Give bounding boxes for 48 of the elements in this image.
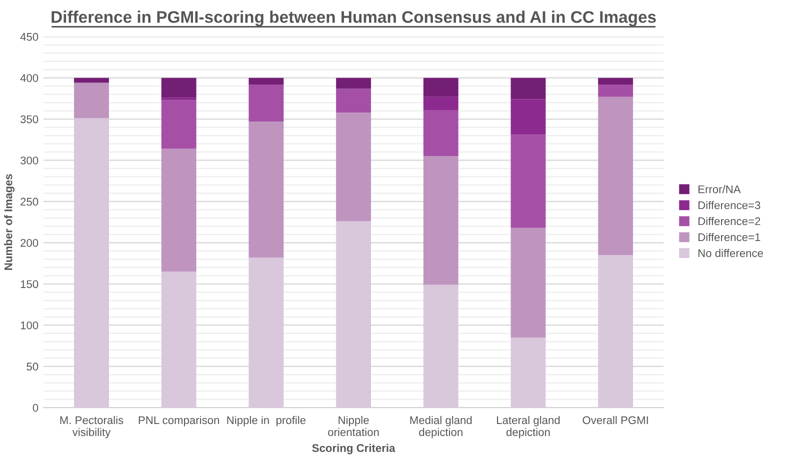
legend-label: No difference xyxy=(698,248,763,258)
legend-label: Difference=3 xyxy=(698,201,760,210)
legend-label: Error/NA xyxy=(698,185,741,194)
bar xyxy=(161,98,196,100)
y-tick-label: 350 xyxy=(20,115,38,124)
y-tick-label: 200 xyxy=(20,239,38,247)
legend-label: Difference=2 xyxy=(698,216,760,226)
bar xyxy=(74,82,109,118)
bar xyxy=(423,78,458,97)
bar xyxy=(336,112,371,222)
bar xyxy=(598,84,634,97)
bar xyxy=(248,78,284,84)
bar xyxy=(336,88,371,112)
bar xyxy=(161,100,196,149)
bar xyxy=(336,78,371,89)
bar xyxy=(423,96,458,110)
x-tick-label: Overall PGMI xyxy=(582,416,648,424)
y-tick-label: 100 xyxy=(20,321,38,330)
bar xyxy=(510,228,546,338)
bar xyxy=(74,78,109,83)
x-tick-label: Nipple orientation xyxy=(328,416,379,436)
x-axis-title: Scoring Criteria xyxy=(312,444,396,454)
x-tick-label: PNL comparison xyxy=(138,416,219,426)
bar xyxy=(248,122,284,258)
y-axis-title: Number of Images xyxy=(4,174,14,270)
bar xyxy=(598,96,634,256)
legend-label: Difference=1 xyxy=(698,232,760,242)
x-tick-label: Medial gland depiction xyxy=(410,416,472,438)
y-tick-label: 0 xyxy=(32,404,38,412)
bar xyxy=(423,110,458,156)
bar xyxy=(161,148,196,272)
bar xyxy=(598,78,634,84)
y-tick-label: 400 xyxy=(20,74,38,82)
bar xyxy=(248,84,284,122)
y-tick-label: 150 xyxy=(20,280,38,288)
x-tick-label: Lateral gland depiction xyxy=(497,416,560,438)
bar xyxy=(161,78,196,98)
bar xyxy=(510,99,546,135)
bar xyxy=(510,134,546,228)
x-tick-label: M. Pectoralis visibility xyxy=(60,416,124,438)
y-tick-label: 250 xyxy=(20,198,38,206)
chart-title: Difference in PGMI-scoring between Human Consensus and AI in CC Images xyxy=(52,10,656,26)
y-tick-label: 50 xyxy=(26,362,38,371)
bar xyxy=(423,156,458,285)
x-tick-label: Nipple in profile xyxy=(227,416,306,426)
y-tick-label: 300 xyxy=(20,156,38,164)
bar xyxy=(510,78,546,100)
y-tick-label: 450 xyxy=(20,32,38,41)
